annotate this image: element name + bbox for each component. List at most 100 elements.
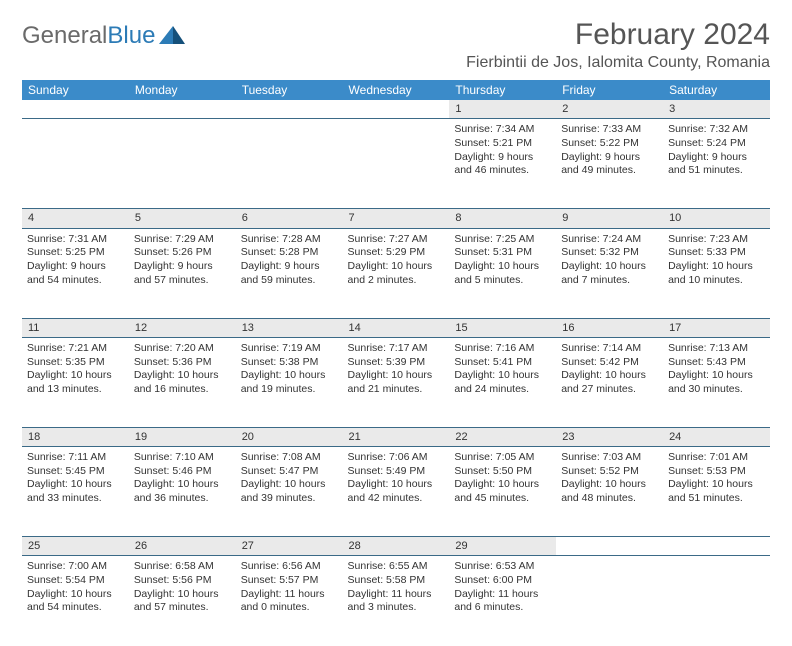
daylight-line: Daylight: 10 hours and 57 minutes. xyxy=(134,588,231,615)
sunset-line: Sunset: 5:26 PM xyxy=(134,246,231,260)
day-number-cell: 5 xyxy=(129,209,236,228)
day-cell: Sunrise: 7:32 AMSunset: 5:24 PMDaylight:… xyxy=(663,119,770,209)
calendar-table: Sunday Monday Tuesday Wednesday Thursday… xyxy=(22,80,770,646)
day-number-cell: 18 xyxy=(22,427,129,446)
sunset-line: Sunset: 5:39 PM xyxy=(348,356,445,370)
week-row: Sunrise: 7:21 AMSunset: 5:35 PMDaylight:… xyxy=(22,337,770,427)
sunset-line: Sunset: 5:29 PM xyxy=(348,246,445,260)
sunrise-line: Sunrise: 7:19 AM xyxy=(241,342,338,356)
daylight-line: Daylight: 10 hours and 48 minutes. xyxy=(561,478,658,505)
daylight-line: Daylight: 11 hours and 6 minutes. xyxy=(454,588,551,615)
sunrise-line: Sunrise: 7:29 AM xyxy=(134,233,231,247)
sunrise-line: Sunrise: 7:03 AM xyxy=(561,451,658,465)
daylight-line: Daylight: 10 hours and 27 minutes. xyxy=(561,369,658,396)
day-number-cell: 9 xyxy=(556,209,663,228)
day-cell: Sunrise: 7:28 AMSunset: 5:28 PMDaylight:… xyxy=(236,228,343,318)
sunrise-line: Sunrise: 7:28 AM xyxy=(241,233,338,247)
daynum-row: 18192021222324 xyxy=(22,427,770,446)
day-number-cell: 11 xyxy=(22,318,129,337)
sunset-line: Sunset: 5:38 PM xyxy=(241,356,338,370)
day-number-cell: 2 xyxy=(556,100,663,119)
day-cell: Sunrise: 7:03 AMSunset: 5:52 PMDaylight:… xyxy=(556,447,663,537)
sunset-line: Sunset: 5:25 PM xyxy=(27,246,124,260)
sunrise-line: Sunrise: 7:10 AM xyxy=(134,451,231,465)
day-number-cell: 15 xyxy=(449,318,556,337)
sunrise-line: Sunrise: 7:16 AM xyxy=(454,342,551,356)
sunset-line: Sunset: 5:32 PM xyxy=(561,246,658,260)
sunrise-line: Sunrise: 7:14 AM xyxy=(561,342,658,356)
day-cell: Sunrise: 7:14 AMSunset: 5:42 PMDaylight:… xyxy=(556,337,663,427)
sunset-line: Sunset: 5:28 PM xyxy=(241,246,338,260)
weekday-header: Friday xyxy=(556,80,663,100)
daylight-line: Daylight: 10 hours and 39 minutes. xyxy=(241,478,338,505)
day-cell: Sunrise: 7:11 AMSunset: 5:45 PMDaylight:… xyxy=(22,447,129,537)
month-title: February 2024 xyxy=(466,18,770,52)
sunrise-line: Sunrise: 7:01 AM xyxy=(668,451,765,465)
day-cell xyxy=(129,119,236,209)
day-number-cell xyxy=(663,537,770,556)
sunrise-line: Sunrise: 6:58 AM xyxy=(134,560,231,574)
sunrise-line: Sunrise: 7:32 AM xyxy=(668,123,765,137)
daylight-line: Daylight: 10 hours and 33 minutes. xyxy=(27,478,124,505)
day-number-cell xyxy=(129,100,236,119)
week-row: Sunrise: 7:34 AMSunset: 5:21 PMDaylight:… xyxy=(22,119,770,209)
sunrise-line: Sunrise: 7:20 AM xyxy=(134,342,231,356)
day-number-cell xyxy=(22,100,129,119)
sunrise-line: Sunrise: 7:23 AM xyxy=(668,233,765,247)
day-number-cell: 19 xyxy=(129,427,236,446)
day-number-cell: 17 xyxy=(663,318,770,337)
daylight-line: Daylight: 9 hours and 57 minutes. xyxy=(134,260,231,287)
sunrise-line: Sunrise: 6:53 AM xyxy=(454,560,551,574)
sunrise-line: Sunrise: 7:33 AM xyxy=(561,123,658,137)
day-cell xyxy=(663,556,770,646)
daylight-line: Daylight: 10 hours and 5 minutes. xyxy=(454,260,551,287)
day-cell: Sunrise: 7:33 AMSunset: 5:22 PMDaylight:… xyxy=(556,119,663,209)
day-cell: Sunrise: 7:16 AMSunset: 5:41 PMDaylight:… xyxy=(449,337,556,427)
sunrise-line: Sunrise: 7:06 AM xyxy=(348,451,445,465)
day-cell: Sunrise: 7:24 AMSunset: 5:32 PMDaylight:… xyxy=(556,228,663,318)
daylight-line: Daylight: 9 hours and 51 minutes. xyxy=(668,151,765,178)
day-cell: Sunrise: 7:13 AMSunset: 5:43 PMDaylight:… xyxy=(663,337,770,427)
day-number-cell: 3 xyxy=(663,100,770,119)
day-number-cell: 4 xyxy=(22,209,129,228)
day-cell: Sunrise: 7:10 AMSunset: 5:46 PMDaylight:… xyxy=(129,447,236,537)
day-number-cell: 7 xyxy=(343,209,450,228)
day-cell: Sunrise: 7:00 AMSunset: 5:54 PMDaylight:… xyxy=(22,556,129,646)
week-row: Sunrise: 7:31 AMSunset: 5:25 PMDaylight:… xyxy=(22,228,770,318)
day-cell: Sunrise: 7:21 AMSunset: 5:35 PMDaylight:… xyxy=(22,337,129,427)
day-cell xyxy=(236,119,343,209)
daylight-line: Daylight: 10 hours and 30 minutes. xyxy=(668,369,765,396)
day-number-cell: 22 xyxy=(449,427,556,446)
sunset-line: Sunset: 5:47 PM xyxy=(241,465,338,479)
day-number-cell: 26 xyxy=(129,537,236,556)
sunset-line: Sunset: 5:53 PM xyxy=(668,465,765,479)
sunset-line: Sunset: 6:00 PM xyxy=(454,574,551,588)
daynum-row: 11121314151617 xyxy=(22,318,770,337)
day-number-cell xyxy=(343,100,450,119)
daylight-line: Daylight: 10 hours and 7 minutes. xyxy=(561,260,658,287)
sunset-line: Sunset: 5:46 PM xyxy=(134,465,231,479)
day-cell xyxy=(556,556,663,646)
weekday-header: Wednesday xyxy=(343,80,450,100)
daylight-line: Daylight: 10 hours and 42 minutes. xyxy=(348,478,445,505)
day-cell: Sunrise: 6:56 AMSunset: 5:57 PMDaylight:… xyxy=(236,556,343,646)
day-cell: Sunrise: 7:06 AMSunset: 5:49 PMDaylight:… xyxy=(343,447,450,537)
sunset-line: Sunset: 5:49 PM xyxy=(348,465,445,479)
sunset-line: Sunset: 5:45 PM xyxy=(27,465,124,479)
day-cell: Sunrise: 7:34 AMSunset: 5:21 PMDaylight:… xyxy=(449,119,556,209)
sunrise-line: Sunrise: 7:08 AM xyxy=(241,451,338,465)
day-cell: Sunrise: 6:55 AMSunset: 5:58 PMDaylight:… xyxy=(343,556,450,646)
daynum-row: 123 xyxy=(22,100,770,119)
day-number-cell: 8 xyxy=(449,209,556,228)
day-cell: Sunrise: 7:17 AMSunset: 5:39 PMDaylight:… xyxy=(343,337,450,427)
daylight-line: Daylight: 10 hours and 51 minutes. xyxy=(668,478,765,505)
logo: GeneralBlue xyxy=(22,22,185,50)
day-number-cell: 25 xyxy=(22,537,129,556)
sunrise-line: Sunrise: 7:27 AM xyxy=(348,233,445,247)
sunset-line: Sunset: 5:24 PM xyxy=(668,137,765,151)
daylight-line: Daylight: 9 hours and 46 minutes. xyxy=(454,151,551,178)
day-cell: Sunrise: 7:27 AMSunset: 5:29 PMDaylight:… xyxy=(343,228,450,318)
day-cell: Sunrise: 7:23 AMSunset: 5:33 PMDaylight:… xyxy=(663,228,770,318)
day-number-cell: 6 xyxy=(236,209,343,228)
day-cell xyxy=(343,119,450,209)
